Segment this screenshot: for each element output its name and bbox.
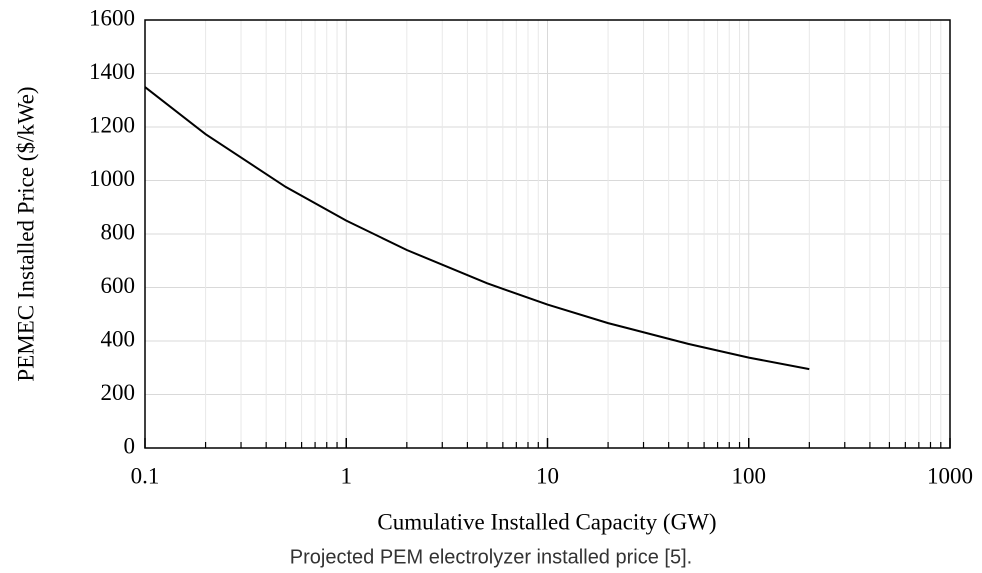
y-tick-label: 400 xyxy=(101,326,136,351)
y-tick-label: 0 xyxy=(124,433,136,458)
x-tick-label: 1000 xyxy=(927,463,973,488)
y-tick-label: 800 xyxy=(101,219,136,244)
y-tick-label: 1400 xyxy=(89,59,135,84)
series-line xyxy=(144,86,810,371)
x-tick-label: 1 xyxy=(341,463,353,488)
x-tick-label: 100 xyxy=(732,463,767,488)
plot-frame xyxy=(144,19,951,449)
x-axis-label: Cumulative Installed Capacity (GW) xyxy=(377,509,716,534)
y-tick-label: 1200 xyxy=(89,112,135,137)
x-tick-label: 10 xyxy=(536,463,559,488)
y-tick-label: 1600 xyxy=(89,5,135,30)
y-tick-label: 1000 xyxy=(89,166,135,191)
y-axis-label: PEMEC Installed Price ($/kWe) xyxy=(13,86,38,381)
y-tick-label: 600 xyxy=(101,273,136,298)
caption: Projected PEM electrolyzer installed pri… xyxy=(290,546,692,568)
y-tick-label: 200 xyxy=(101,380,136,405)
x-tick-label: 0.1 xyxy=(131,463,160,488)
